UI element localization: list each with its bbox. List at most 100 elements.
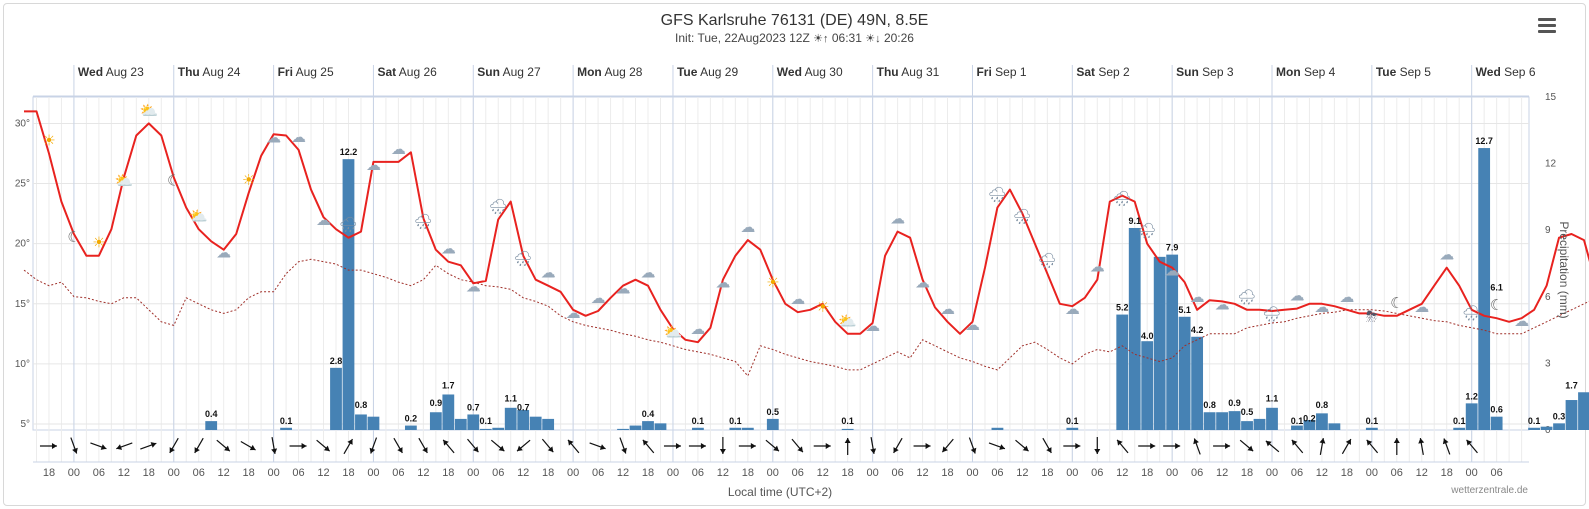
sunset-icon: ☀↓ — [865, 33, 881, 45]
x-tick-label: 00 — [467, 467, 479, 479]
wind-arrow-icon — [813, 443, 831, 449]
wind-arrow-icon — [1265, 440, 1280, 453]
precip-bar — [766, 418, 779, 430]
day-label-weekday: Fri — [976, 65, 991, 79]
precip-value-label: 1.1 — [1266, 394, 1279, 404]
precip-bar — [479, 428, 492, 430]
wind-arrow-icon — [1163, 443, 1181, 449]
x-tick-label: 18 — [742, 467, 754, 479]
precip-value-label: 0.7 — [517, 402, 530, 412]
rain-icon: 🌧 — [414, 212, 433, 230]
precip-bar — [729, 427, 742, 430]
cloud-icon: ☁ — [1065, 300, 1080, 318]
precip-value-label: 1.7 — [442, 380, 455, 390]
temperature-line — [24, 110, 1589, 344]
cloud-icon: ☁ — [1514, 312, 1529, 330]
wind-arrow-icon — [1442, 438, 1451, 455]
precip-bar — [991, 427, 1004, 430]
cloud-icon: ☁ — [591, 289, 606, 307]
precip-bar — [642, 421, 654, 430]
hamburger-menu-icon[interactable] — [1538, 18, 1556, 34]
precip-bar — [404, 425, 417, 430]
x-tick-label: 18 — [143, 467, 155, 479]
cloud-icon: ☁ — [1314, 298, 1329, 316]
precip-value-label: 2.8 — [330, 356, 343, 366]
precip-bar — [1116, 314, 1129, 430]
precip-bar — [454, 418, 467, 430]
x-tick-label: 12 — [218, 467, 230, 479]
precip-bar — [654, 423, 667, 430]
wind-arrow-icon — [1466, 439, 1478, 454]
x-tick-label: 00 — [567, 467, 579, 479]
wind-arrow-icon — [271, 437, 278, 454]
y-left-tick: 20° — [15, 239, 30, 250]
wind-arrow-icon — [1138, 443, 1156, 449]
x-tick-label: 00 — [667, 467, 679, 479]
precip-value-label: 0.1 — [280, 416, 293, 426]
precip-bar — [692, 427, 704, 430]
sun-cloud-icon: ⛅ — [838, 312, 857, 330]
x-tick-label: 06 — [1391, 467, 1403, 479]
rain-icon: 🌧 — [1238, 288, 1257, 306]
cloud-icon: ☁ — [391, 140, 406, 158]
day-label-date: Aug 29 — [697, 65, 738, 79]
precip-bar — [1153, 256, 1166, 430]
x-tick-label: 06 — [93, 467, 105, 479]
wind-arrow-icon — [1291, 439, 1304, 454]
rain-icon: 🌧 — [489, 198, 508, 216]
precip-value-label: 0.1 — [1453, 416, 1466, 426]
x-tick-label: 12 — [817, 467, 829, 479]
day-label-weekday: Sat — [377, 65, 396, 79]
x-tick-label: 12 — [617, 467, 629, 479]
precip-bar — [1291, 425, 1303, 430]
precip-bar — [517, 410, 530, 430]
x-tick-label: 12 — [417, 467, 429, 479]
wind-arrow-icon — [442, 439, 455, 454]
x-tick-label: 00 — [1166, 467, 1178, 479]
precip-value-label: 0.1 — [480, 416, 493, 426]
day-label-date: Sep 1 — [992, 65, 1027, 79]
wind-arrow-icon — [541, 438, 554, 453]
init-text: Init: Tue, 22Aug2023 12Z — [675, 31, 810, 45]
cloud-icon: ☁ — [915, 274, 930, 292]
rain-icon: 🌧 — [1038, 252, 1057, 270]
x-tick-label: 06 — [891, 467, 903, 479]
day-label: Wed Aug 30 — [777, 65, 843, 79]
night-cloud-icon: ☾ — [1490, 296, 1503, 314]
precip-value-label: 12.7 — [1475, 136, 1493, 146]
x-tick-label: 06 — [792, 467, 804, 479]
precip-bar — [1465, 403, 1478, 430]
x-tick-label: 18 — [442, 467, 454, 479]
wind-arrow-icon — [490, 439, 505, 452]
y-right-tick: 6 — [1545, 292, 1551, 303]
precip-bar — [492, 427, 505, 430]
wind-arrow-icon — [844, 438, 851, 455]
precip-value-label: 6.1 — [1490, 283, 1503, 293]
precip-bar — [542, 418, 555, 430]
precip-bar — [355, 414, 367, 430]
day-label: Mon Sep 4 — [1276, 65, 1336, 79]
y-left-tick: 25° — [15, 179, 30, 190]
sun-cloud-icon: ⛅ — [189, 207, 208, 225]
day-label-date: Aug 24 — [200, 65, 241, 79]
precip-bar — [467, 414, 480, 430]
precip-bar — [1241, 421, 1253, 430]
precip-bar — [1178, 316, 1191, 430]
x-tick-label: 12 — [1316, 467, 1328, 479]
day-label-weekday: Wed — [78, 65, 103, 79]
day-label: Fri Sep 1 — [976, 65, 1026, 79]
day-label: Sun Aug 27 — [477, 65, 541, 79]
x-tick-label: 18 — [1041, 467, 1053, 479]
x-tick-label: 12 — [1116, 467, 1128, 479]
precip-bar — [741, 427, 754, 430]
precip-bar — [1478, 148, 1491, 430]
x-tick-label: 12 — [1216, 467, 1228, 479]
precip-value-label: 5.2 — [1116, 303, 1129, 313]
y-right-tick: 3 — [1545, 358, 1551, 369]
x-tick-label: 00 — [367, 467, 379, 479]
precip-value-label: 5.1 — [1178, 305, 1191, 315]
day-label: Wed Aug 23 — [78, 65, 144, 79]
cloud-icon: ☁ — [1215, 295, 1230, 313]
wind-arrow-icon — [1239, 439, 1254, 452]
cloud-icon: ☁ — [965, 316, 980, 334]
